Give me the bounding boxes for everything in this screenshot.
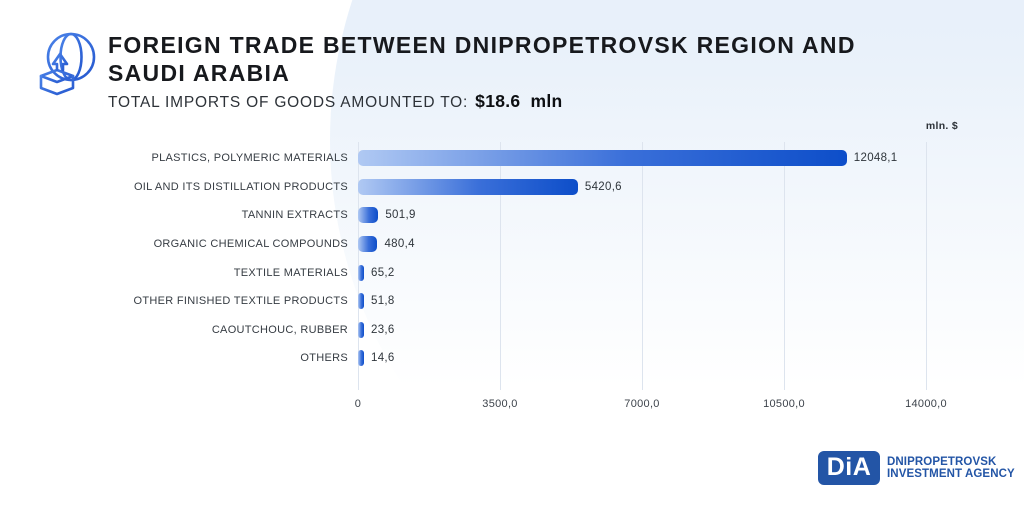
bar-track: 14,6 (358, 350, 926, 367)
bar: 12048,1 (358, 150, 897, 167)
bar-track: 23,6 (358, 321, 926, 338)
bar: 65,2 (358, 264, 394, 281)
title-line-1: FOREIGN TRADE BETWEEN DNIPROPETROVSK REG… (108, 32, 856, 58)
dia-logo-line-1: DNIPROPETROVSK (887, 456, 997, 468)
bar-row: OTHERS 14,6 (0, 344, 1024, 373)
dia-logo-mark: DiA (818, 451, 880, 485)
value-label: 23,6 (371, 323, 395, 336)
category-label: TEXTILE MATERIALS (233, 266, 348, 279)
category-label: OTHERS (300, 352, 348, 365)
value-label: 5420,6 (584, 180, 622, 193)
x-axis-ticks: 0 3500,0 7000,0 10500,0 14000,0 (354, 398, 947, 414)
category-label: ORGANIC CHEMICAL COMPOUNDS (153, 238, 348, 251)
bar: 14,6 (358, 350, 394, 367)
bar: 501,9 (358, 207, 415, 224)
bar-track: 501,9 (358, 207, 926, 224)
bar-row: OIL AND ITS DISTILLATION PRODUCTS 5420,6 (0, 173, 1024, 202)
chart-rows: PLASTICS, POLYMERIC MATERIALS 12048,1 OIL … (0, 144, 1024, 373)
value-label: 65,2 (371, 266, 395, 279)
x-tick-label: 7000,0 (624, 398, 660, 410)
bar-track: 480,4 (358, 236, 926, 253)
dia-logo: DiA DNIPROPETROVSK INVESTMENT AGENCY (818, 451, 1015, 485)
subtitle-prefix: TOTAL IMPORTS OF GOODS AMOUNTED TO: (108, 94, 469, 111)
bar: 23,6 (358, 321, 394, 338)
x-tick-label: 3500,0 (482, 398, 518, 410)
bar-row: PLASTICS, POLYMERIC MATERIALS 12048,1 (0, 144, 1024, 173)
bar-track: 5420,6 (358, 178, 926, 195)
value-label: 51,8 (371, 295, 395, 308)
axis-unit-label: mln. $ (925, 120, 958, 132)
value-label: 12048,1 (853, 152, 898, 165)
category-label: TANNIN EXTRACTS (241, 209, 348, 222)
dia-logo-line-2: INVESTMENT AGENCY (887, 468, 1015, 480)
subtitle-total-value: $18.6 (475, 91, 521, 111)
value-label: 480,4 (384, 238, 415, 251)
category-label: PLASTICS, POLYMERIC MATERIALS (151, 152, 348, 165)
bar-chart: PLASTICS, POLYMERIC MATERIALS 12048,1 OIL … (0, 142, 1024, 432)
value-label: 14,6 (371, 352, 395, 365)
globe-export-icon (33, 30, 99, 98)
x-tick-label: 10500,0 (763, 398, 805, 410)
dia-logo-text: DNIPROPETROVSK INVESTMENT AGENCY (887, 456, 1015, 480)
subtitle: TOTAL IMPORTS OF GOODS AMOUNTED TO: $18.… (108, 91, 562, 112)
bar-row: TANNIN EXTRACTS 501,9 (0, 201, 1024, 230)
gridline (926, 142, 927, 390)
category-label: CAOUTCHOUC, RUBBER (211, 323, 348, 336)
bar-row: CAOUTCHOUC, RUBBER 23,6 (0, 316, 1024, 345)
gridline (500, 142, 501, 390)
subtitle-total-unit: mln (530, 91, 563, 111)
bar: 5420,6 (358, 178, 622, 195)
bar-track: 65,2 (358, 264, 926, 281)
bar-track: 12048,1 (358, 150, 926, 167)
page-title: FOREIGN TRADE BETWEEN DNIPROPETROVSK REG… (108, 31, 908, 87)
gridline (642, 142, 643, 390)
title-line-2: SAUDI ARABIA (108, 60, 291, 86)
bar-row: ORGANIC CHEMICAL COMPOUNDS 480,4 (0, 230, 1024, 259)
bar: 51,8 (358, 293, 394, 310)
gridline (784, 142, 785, 390)
bar-track: 51,8 (358, 293, 926, 310)
bar: 480,4 (358, 236, 414, 253)
bar-row: OTHER FINISHED TEXTILE PRODUCTS 51,8 (0, 287, 1024, 316)
x-tick-label: 14000,0 (905, 398, 947, 410)
x-tick-label: 0 (354, 398, 362, 410)
bar-row: TEXTILE MATERIALS 65,2 (0, 258, 1024, 287)
category-label: OTHER FINISHED TEXTILE PRODUCTS (133, 295, 348, 308)
value-label: 501,9 (385, 209, 416, 222)
category-label: OIL AND ITS DISTILLATION PRODUCTS (133, 180, 348, 193)
